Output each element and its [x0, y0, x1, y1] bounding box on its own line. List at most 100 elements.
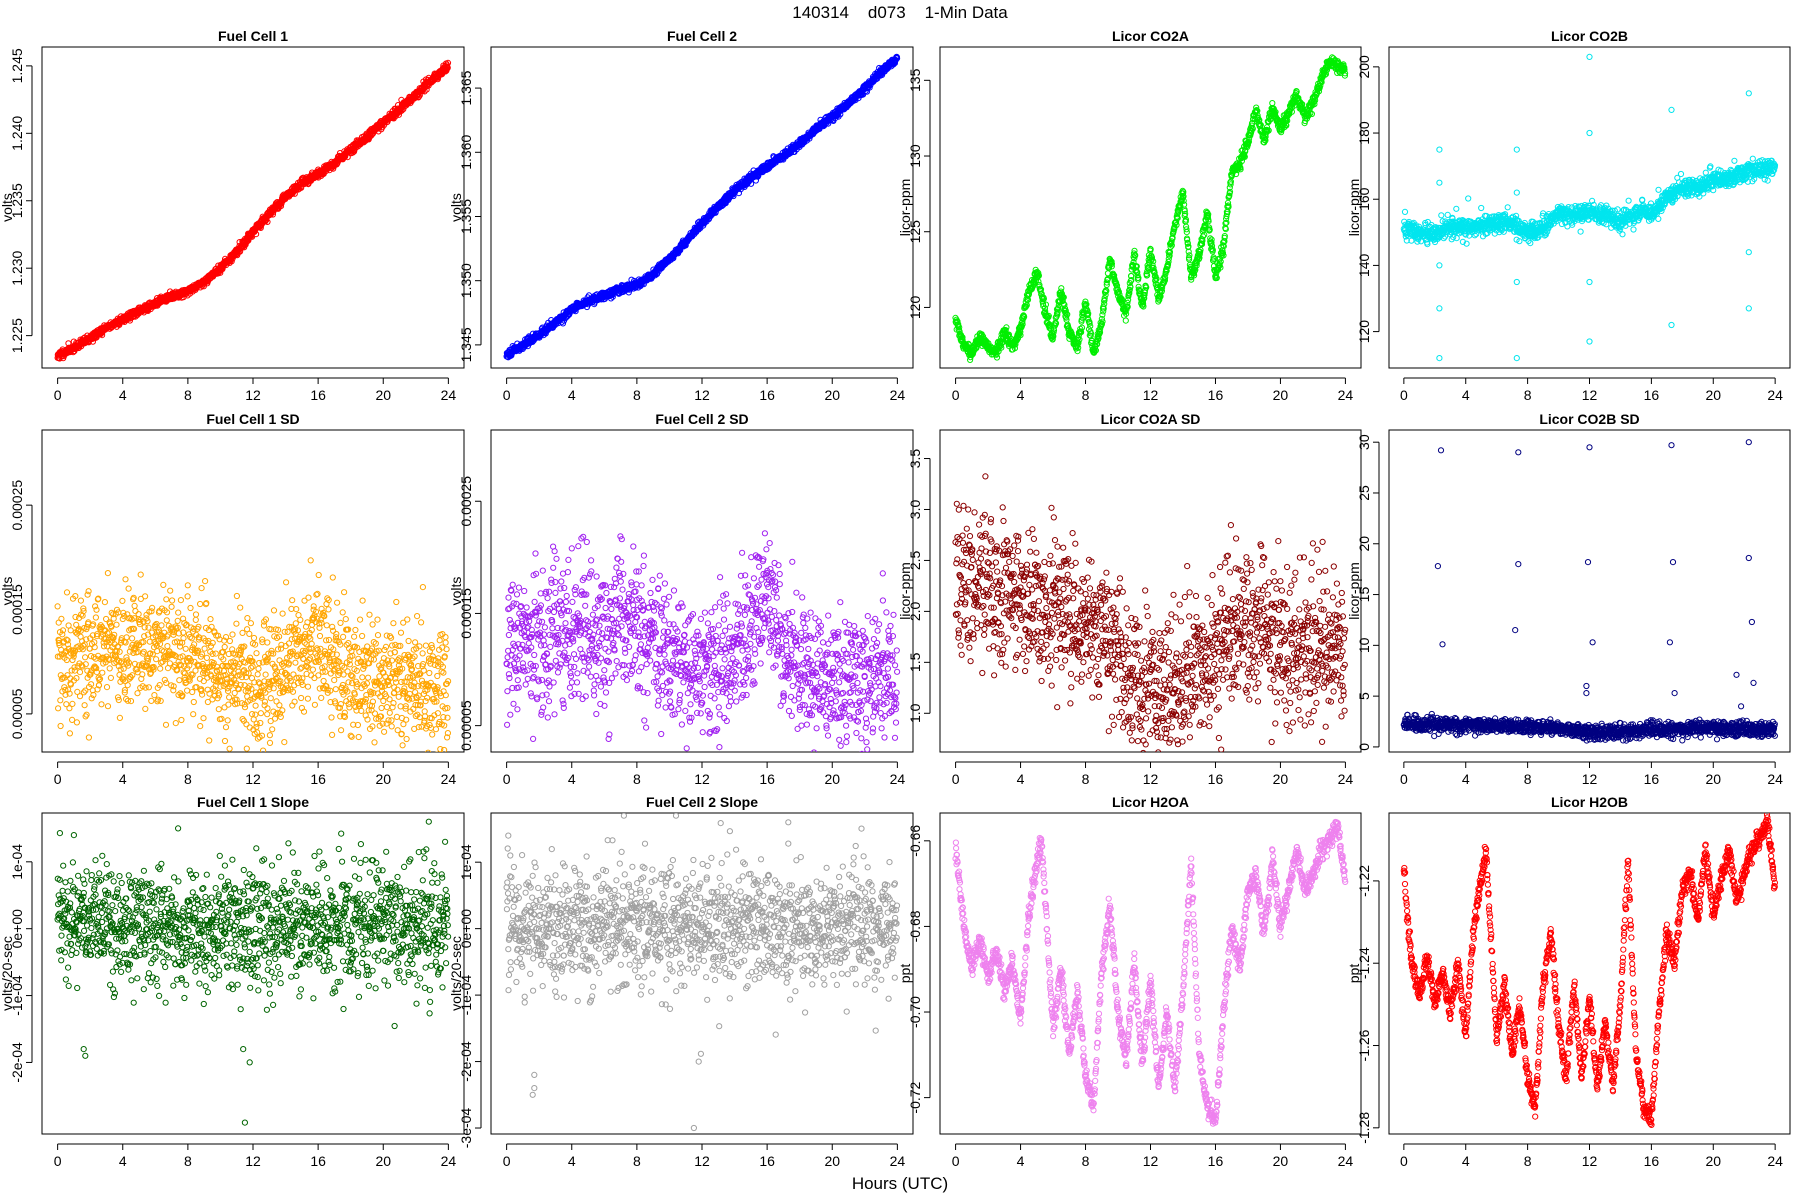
data-point [1341, 66, 1348, 73]
data-point [1267, 116, 1274, 123]
series-points [1400, 53, 1779, 362]
data-point [1147, 246, 1154, 253]
data-point [1168, 242, 1175, 249]
y-tick-label: 1.230 [9, 250, 25, 285]
data-point [894, 55, 901, 62]
data-point [1197, 246, 1204, 253]
x-axis: 0 4 8 12 16 20 24 [1400, 377, 1783, 403]
data-point [1126, 286, 1133, 293]
data-point [1293, 88, 1300, 95]
plot-frame [41, 46, 465, 369]
data-point [1516, 238, 1523, 245]
y-tick-label: 1.365 [458, 70, 474, 105]
data-point [1077, 325, 1084, 332]
data-point [1075, 339, 1082, 347]
data-point [1245, 139, 1252, 146]
data-point [1165, 258, 1172, 265]
data-point [1131, 255, 1138, 262]
data-point [1204, 210, 1211, 217]
x-tick-label: 24 [1767, 387, 1783, 403]
data-point [1133, 263, 1140, 270]
y-tick-label: 125 [907, 220, 923, 244]
data-point [1058, 290, 1066, 297]
data-point [1173, 221, 1180, 229]
data-point [264, 218, 271, 225]
data-point [1019, 321, 1026, 328]
data-point [1288, 108, 1296, 115]
data-point [1050, 333, 1057, 340]
data-point [1199, 237, 1206, 244]
data-point [1182, 210, 1189, 217]
data-point [1401, 208, 1409, 215]
data-point [1264, 128, 1271, 135]
x-axis: 0 4 8 12 16 20 24 [952, 377, 1353, 403]
data-point [1453, 235, 1460, 242]
data-point [1183, 229, 1190, 236]
data-point [1233, 170, 1240, 178]
data-point [1478, 204, 1485, 212]
data-point [1113, 282, 1121, 289]
data-point [1099, 318, 1106, 325]
y-tick-label: 1.235 [9, 183, 25, 218]
data-point [559, 320, 567, 327]
data-point [99, 332, 106, 339]
y-axis-label: volts [0, 193, 15, 222]
x-tick-label: 24 [441, 387, 457, 403]
data-point [1212, 274, 1220, 281]
data-point [1226, 192, 1233, 199]
data-point [1167, 243, 1174, 251]
data-point [1341, 64, 1348, 71]
data-point [1045, 312, 1052, 319]
y-tick-label: 180 [1356, 121, 1372, 145]
data-point [1101, 300, 1108, 308]
x-tick-label: 20 [375, 387, 391, 403]
data-point [1111, 272, 1118, 279]
x-tick-label: 4 [1462, 387, 1470, 403]
data-point [1082, 298, 1089, 305]
data-point [1269, 100, 1276, 107]
data-point [1168, 238, 1175, 245]
data-point [1100, 308, 1107, 315]
data-point [1128, 277, 1135, 284]
data-point [1182, 216, 1190, 223]
data-point [1099, 311, 1106, 318]
y-tick-label: 140 [1356, 254, 1372, 278]
data-point [1058, 285, 1065, 292]
data-point [1444, 211, 1451, 218]
data-point [1011, 345, 1019, 352]
data-point [1134, 272, 1141, 279]
data-point [1059, 297, 1066, 305]
data-point [1113, 279, 1120, 287]
data-point [1166, 252, 1173, 259]
data-point [1463, 240, 1470, 247]
data-point [1220, 252, 1227, 259]
data-point [1191, 272, 1198, 279]
data-point [1102, 291, 1109, 298]
data-point [1244, 141, 1252, 148]
figure-title: 140314 d073 1-Min Data [792, 3, 1008, 22]
data-point [1225, 203, 1232, 211]
data-point [1459, 238, 1467, 245]
data-point [1223, 219, 1230, 226]
data-point [1156, 296, 1163, 303]
data-point [1103, 287, 1110, 295]
data-point [1150, 258, 1157, 265]
data-point [1527, 240, 1534, 247]
data-point [1162, 274, 1169, 281]
data-point [1204, 214, 1212, 221]
data-point [1223, 213, 1230, 220]
data-point [1076, 336, 1083, 343]
x-tick-label: 8 [633, 387, 641, 403]
data-point [1192, 266, 1199, 273]
data-point [1143, 284, 1150, 291]
data-point [1504, 204, 1511, 211]
data-point [1174, 215, 1181, 222]
x-tick-label: 4 [568, 387, 576, 403]
data-point [1314, 89, 1321, 97]
data-point [978, 331, 985, 338]
